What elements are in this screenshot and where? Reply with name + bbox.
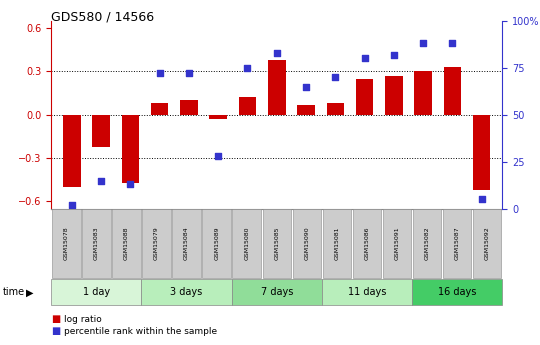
- Point: [273, 50, 281, 56]
- Text: ▶: ▶: [26, 287, 33, 297]
- Text: 16 days: 16 days: [438, 287, 476, 297]
- Text: GSM15085: GSM15085: [274, 226, 279, 260]
- Text: GSM15088: GSM15088: [124, 226, 129, 260]
- Point: [68, 202, 76, 208]
- Text: log ratio: log ratio: [64, 315, 102, 324]
- Text: ■: ■: [51, 314, 60, 324]
- Bar: [473, 115, 490, 190]
- Bar: [356, 79, 373, 115]
- Text: GSM15090: GSM15090: [305, 226, 309, 260]
- Text: GSM15089: GSM15089: [214, 226, 219, 260]
- Text: GSM15081: GSM15081: [334, 226, 339, 260]
- Bar: [92, 115, 110, 147]
- Text: GSM15083: GSM15083: [94, 226, 99, 260]
- Text: ■: ■: [51, 326, 60, 336]
- Point: [389, 52, 398, 57]
- Point: [331, 74, 340, 80]
- Bar: [414, 71, 432, 115]
- Text: GSM15079: GSM15079: [154, 226, 159, 260]
- Text: GSM15087: GSM15087: [455, 226, 460, 260]
- Bar: [327, 103, 344, 115]
- Bar: [180, 100, 198, 115]
- Point: [156, 71, 164, 76]
- Text: GSM15078: GSM15078: [64, 226, 69, 260]
- Text: percentile rank within the sample: percentile rank within the sample: [64, 327, 217, 336]
- Point: [302, 84, 310, 89]
- Text: GSM15084: GSM15084: [184, 226, 189, 260]
- Text: GSM15092: GSM15092: [485, 226, 490, 260]
- Point: [360, 56, 369, 61]
- Point: [126, 181, 134, 187]
- Bar: [268, 60, 286, 115]
- Bar: [63, 115, 80, 187]
- Point: [214, 153, 222, 159]
- Text: GSM15082: GSM15082: [424, 226, 429, 260]
- Bar: [239, 97, 256, 115]
- Bar: [122, 115, 139, 183]
- Bar: [297, 105, 315, 115]
- Text: GSM15080: GSM15080: [244, 226, 249, 260]
- Point: [448, 40, 457, 46]
- Bar: [210, 115, 227, 119]
- Point: [419, 40, 428, 46]
- Text: GSM15086: GSM15086: [364, 226, 369, 260]
- Text: time: time: [3, 287, 25, 297]
- Text: 3 days: 3 days: [171, 287, 202, 297]
- Point: [185, 71, 193, 76]
- Point: [477, 197, 486, 202]
- Text: 7 days: 7 days: [261, 287, 293, 297]
- Text: 1 day: 1 day: [83, 287, 110, 297]
- Bar: [151, 103, 168, 115]
- Point: [97, 178, 105, 183]
- Text: GSM15091: GSM15091: [395, 226, 400, 260]
- Text: GDS580 / 14566: GDS580 / 14566: [51, 10, 154, 23]
- Text: 11 days: 11 days: [348, 287, 386, 297]
- Bar: [444, 67, 461, 115]
- Bar: [385, 76, 403, 115]
- Point: [243, 65, 252, 70]
